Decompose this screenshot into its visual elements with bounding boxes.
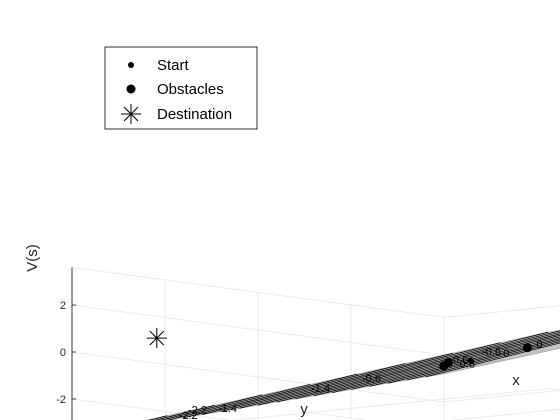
box-top-edge: [71, 267, 560, 318]
contour-line: [183, 373, 358, 419]
contour-label: -1.4: [311, 383, 330, 395]
contour-label: -1.4: [218, 403, 237, 415]
contour-line: [160, 394, 263, 420]
x-axis-label: x: [512, 372, 520, 389]
contour-line: [166, 384, 311, 420]
contour-label: -0.6: [449, 354, 468, 366]
legend-start-label: Start: [157, 57, 190, 74]
contour-line: [220, 352, 453, 412]
obstacle-point: [522, 343, 532, 353]
legend: Start Obstacles Destination: [104, 46, 258, 130]
grid-lines: [71, 267, 560, 420]
contour-label: -2.2: [188, 405, 207, 417]
contour-labels: -3-2.2-2.2-1.4-1.4-0.6-0.6-0.60000.80.80…: [179, 339, 543, 420]
y-axis-label: y: [300, 401, 308, 418]
start-marker-icon: [128, 62, 134, 68]
contour-label: -0.6: [482, 346, 501, 358]
contour-line: [350, 336, 560, 390]
markers: [146, 328, 532, 371]
contour-label: -2.2: [179, 410, 198, 420]
contour-label: 0: [536, 339, 542, 351]
contour-line: [239, 342, 501, 409]
grid-line-x-floor: [309, 412, 369, 420]
contour-line: [369, 338, 560, 387]
contour-line: [202, 363, 406, 415]
start-point: [467, 357, 474, 364]
obstacle-marker-icon: [126, 84, 136, 94]
contour-line: [257, 331, 549, 406]
contour-line: [295, 331, 560, 400]
contour-line: [425, 342, 560, 378]
destination-point: [146, 328, 167, 349]
z-tick-label: 2: [60, 300, 66, 312]
contour-line: [276, 330, 560, 403]
contour-line: [406, 341, 560, 381]
obstacle-point: [439, 361, 449, 371]
legend-destination-label: Destination: [157, 106, 232, 123]
z-axis-label: V(s): [24, 244, 41, 272]
contour-line: [154, 404, 215, 420]
tick-labels: -202050100150200050100: [56, 300, 76, 406]
contour-line: [313, 333, 560, 397]
contour-lines: [148, 330, 560, 420]
contour-label: -0.6: [362, 373, 381, 385]
axes: [71, 267, 73, 420]
contour-line: [388, 339, 560, 384]
contour-line: [332, 334, 560, 393]
contour-line: [148, 415, 168, 420]
z-tick-label: -2: [56, 394, 66, 406]
z-tick-label: 0: [60, 347, 66, 359]
legend-obstacles-label: Obstacles: [157, 81, 224, 98]
asterisk-marker-icon: [121, 104, 141, 124]
contour-label: 0: [503, 348, 509, 360]
grid-line-x-floor: [547, 388, 560, 391]
